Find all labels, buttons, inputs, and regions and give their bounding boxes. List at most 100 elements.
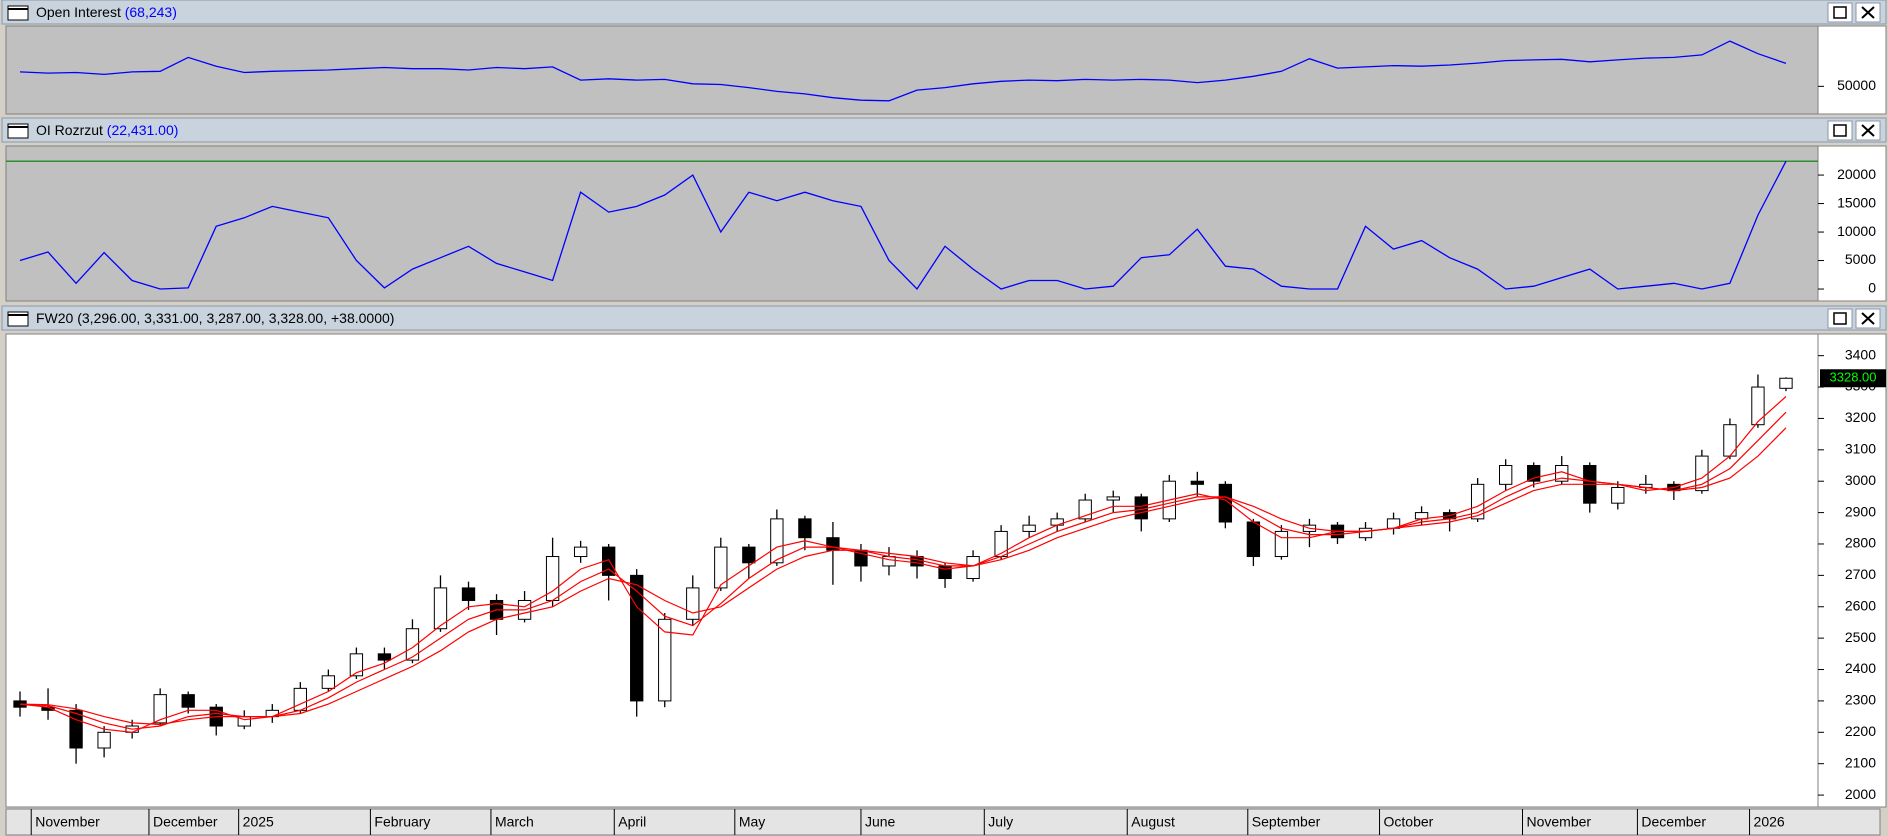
y-tick-label: 3400 [1845, 346, 1876, 362]
candle-body [714, 546, 728, 589]
candle-body [1527, 465, 1541, 482]
y-tick-label: 2500 [1845, 629, 1876, 645]
x-tick-label: May [739, 814, 765, 830]
y-tick-label: 2600 [1845, 597, 1876, 613]
x-tick-label: November [1526, 814, 1591, 830]
title-text: Open Interest [36, 4, 121, 20]
y-tick-label: 2300 [1845, 692, 1876, 708]
x-tick-label: July [988, 814, 1013, 830]
y-tick-label: 5000 [1845, 251, 1876, 267]
x-tick-label: December [1641, 814, 1706, 830]
moving-average [19, 427, 1787, 726]
title-value: (68,243) [125, 4, 177, 20]
maximize-button[interactable] [1827, 308, 1853, 329]
candle-body [1499, 465, 1513, 485]
candle-body [1134, 496, 1148, 520]
plot-area [5, 25, 1819, 115]
close-icon[interactable] [1861, 312, 1875, 325]
title-value: (22,431.00) [107, 122, 179, 138]
candle-body [1246, 521, 1261, 558]
candle-body [433, 587, 448, 630]
value-axis [1817, 333, 1887, 808]
candle-body [630, 574, 644, 702]
candle-body [686, 587, 700, 620]
maximize-icon[interactable] [1833, 6, 1847, 19]
y-tick-label: 0 [1868, 280, 1876, 296]
x-tick-label: September [1252, 814, 1321, 830]
candle-body [377, 653, 392, 661]
candle-body [349, 653, 364, 677]
maximize-button[interactable] [1827, 2, 1853, 23]
candle-body [1190, 480, 1204, 485]
candle-body [321, 675, 336, 689]
close-icon[interactable] [1861, 124, 1875, 137]
maximize-icon[interactable] [1833, 124, 1847, 137]
value-axis [1817, 25, 1887, 115]
candle-body [658, 618, 672, 702]
candle-body [97, 731, 111, 749]
y-tick-label: 15000 [1837, 194, 1876, 210]
title-text: FW20 (3,296.00, 3,331.00, 3,287.00, 3,32… [36, 310, 394, 326]
y-tick-label: 2100 [1845, 754, 1876, 770]
x-tick-label: 2026 [1754, 814, 1785, 830]
line-series [19, 40, 1787, 102]
time-axis [5, 808, 1881, 836]
y-tick-label: 50000 [1837, 77, 1876, 93]
y-tick-label: 2800 [1845, 535, 1876, 551]
last-price-label: 3328.00 [1830, 370, 1877, 385]
y-tick-label: 3100 [1845, 441, 1876, 457]
x-tick-label: March [495, 814, 534, 830]
candle-body [966, 556, 980, 580]
maximize-icon[interactable] [1833, 312, 1847, 325]
y-tick-label: 3200 [1845, 409, 1876, 425]
panel-header [1, 0, 1887, 25]
plot-area [5, 333, 1819, 808]
y-tick-label: 2700 [1845, 566, 1876, 582]
x-tick-label: November [35, 814, 100, 830]
candle-body [1022, 524, 1036, 532]
candle-body [770, 518, 784, 564]
candle-body [1611, 486, 1625, 504]
candle-body [293, 687, 307, 711]
panel-header [1, 305, 1887, 331]
moving-average [19, 411, 1787, 730]
y-tick-label: 2200 [1845, 723, 1876, 739]
candle-body [461, 587, 476, 601]
candle-body [153, 694, 167, 724]
candle-body [573, 546, 588, 558]
y-tick-label: 3000 [1845, 472, 1876, 488]
y-tick-label: 2900 [1845, 503, 1876, 519]
candle-body [1106, 496, 1120, 501]
panel-title: Open Interest (68,243) [36, 4, 177, 20]
maximize-button[interactable] [1827, 120, 1853, 141]
close-icon[interactable] [1861, 6, 1875, 19]
x-tick-label: June [865, 814, 896, 830]
x-tick-label: August [1131, 814, 1175, 830]
y-tick-label: 20000 [1837, 166, 1876, 182]
candle-body [1218, 483, 1233, 523]
plot-area [5, 145, 1819, 302]
candle-body [882, 556, 896, 567]
candle-body [1751, 386, 1765, 426]
panel-title: OI Rozrzut (22,431.00) [36, 122, 178, 138]
candle-body [798, 518, 812, 539]
line-series [19, 160, 1787, 291]
panel-title: FW20 (3,296.00, 3,331.00, 3,287.00, 3,32… [36, 310, 394, 326]
x-tick-label: 2025 [243, 814, 274, 830]
y-tick-label: 2400 [1845, 660, 1876, 676]
x-tick-label: April [618, 814, 646, 830]
y-tick-label: 10000 [1837, 223, 1876, 239]
candle-body [181, 694, 195, 708]
last-price-box [1820, 369, 1886, 388]
value-axis [1817, 145, 1887, 302]
candle-body [69, 709, 83, 749]
x-tick-label: December [153, 814, 218, 830]
title-text: OI Rozrzut [36, 122, 103, 138]
x-tick-label: February [374, 814, 430, 830]
candle-body [405, 628, 420, 661]
candle-body [1358, 527, 1373, 539]
moving-average [19, 396, 1787, 733]
x-tick-label: October [1384, 814, 1434, 830]
